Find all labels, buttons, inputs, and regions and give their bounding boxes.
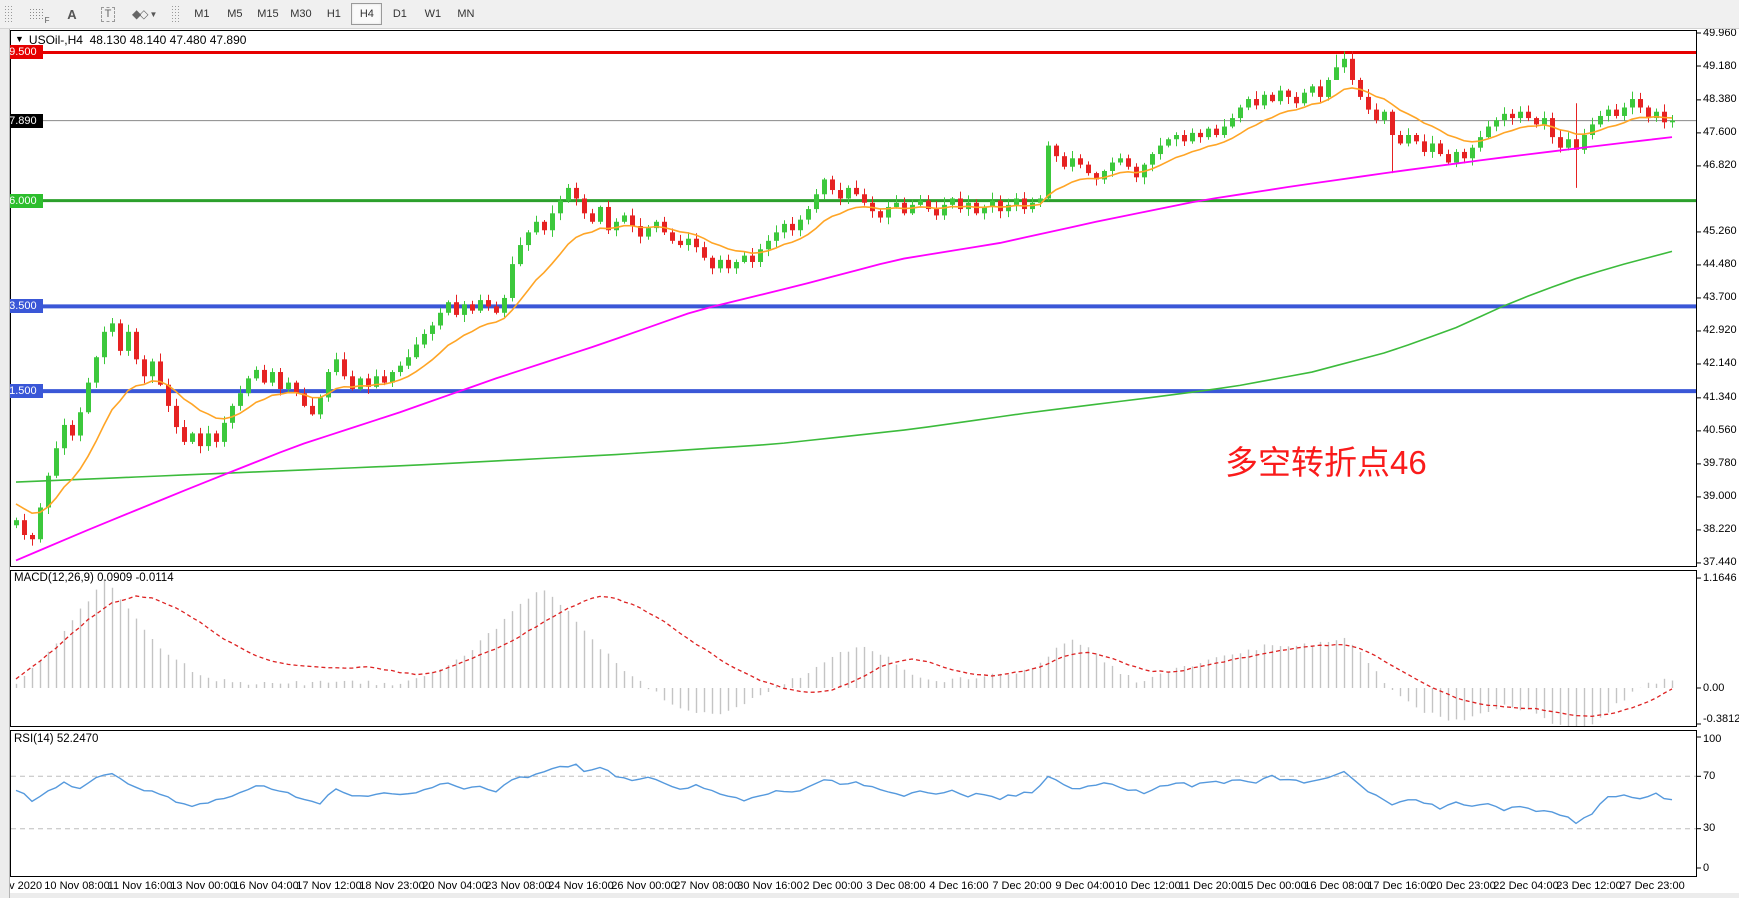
timeframe-m15-button[interactable]: M15	[257, 8, 279, 20]
macd-pane-content	[15, 578, 1674, 726]
price-pane-content	[11, 50, 1696, 562]
text-label-icon: T	[100, 6, 116, 22]
timeframe-mn-button[interactable]: MN	[457, 8, 475, 20]
grid-icon: F	[28, 7, 50, 25]
timeframe-w1-button[interactable]: W1	[424, 8, 442, 20]
chart-grid-button[interactable]: F	[19, 2, 53, 26]
timeframe-m1-button[interactable]: M1	[194, 8, 210, 20]
left-panel-edge[interactable]	[0, 29, 10, 898]
price-pane	[10, 30, 1697, 567]
shapes-tool-button[interactable]: ◆◇ ▼	[127, 2, 162, 26]
rsi-pane	[10, 730, 1697, 877]
timeframe-h4-button[interactable]: H4	[351, 3, 383, 25]
macd-pane	[10, 570, 1697, 727]
window-bottom-edge	[0, 893, 1739, 898]
shapes-icon: ◆◇	[132, 7, 149, 21]
timeframe-h1-button[interactable]: H1	[326, 8, 341, 20]
timeframe-d1-button[interactable]: D1	[392, 8, 407, 20]
font-icon: A	[67, 6, 77, 22]
rsi-pane-content	[11, 763, 1696, 830]
timeframe-m30-button[interactable]: M30	[290, 8, 312, 20]
chevron-down-icon: ▼	[149, 9, 158, 19]
font-tool-button[interactable]: A	[55, 2, 89, 26]
toolbar-drag-handle[interactable]	[4, 5, 14, 23]
timeframe-m5-button[interactable]: M5	[227, 8, 243, 20]
toolbar-drag-handle[interactable]	[171, 5, 182, 23]
top-toolbar: F A T ◆◇ ▼ M1 M5 M15 M30 H1 H4 D1 W1 MN	[0, 0, 1739, 29]
text-label-tool-button[interactable]: T	[91, 2, 125, 26]
